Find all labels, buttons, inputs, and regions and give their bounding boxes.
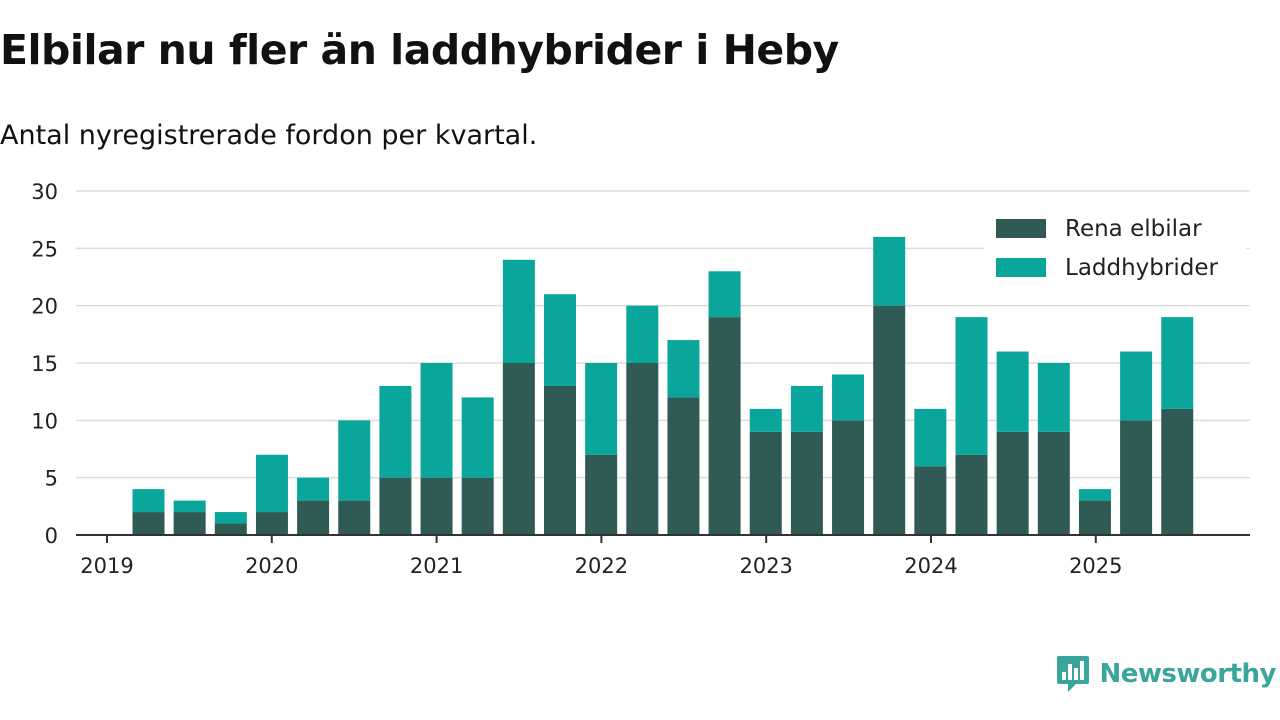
bar-rena-elbilar	[379, 477, 412, 535]
x-tick-label: 2020	[245, 554, 298, 578]
bar-rena-elbilar	[461, 477, 494, 535]
bar-rena-elbilar	[873, 305, 906, 535]
legend: Rena elbilar Laddhybrider	[984, 206, 1246, 290]
bar-rena-elbilar	[255, 512, 288, 535]
chart-title: Elbilar nu fler än laddhybrider i Heby	[0, 26, 839, 74]
bar-laddhybrider	[502, 259, 535, 363]
bar-rena-elbilar	[749, 431, 782, 535]
bar-laddhybrider	[1161, 317, 1194, 409]
bar-laddhybrider	[132, 489, 165, 513]
bar-laddhybrider	[955, 317, 988, 455]
chart-subtitle: Antal nyregistrerade fordon per kvartal.	[0, 120, 538, 151]
bar-laddhybrider	[914, 408, 947, 467]
bar-laddhybrider	[1037, 363, 1070, 432]
bar-rena-elbilar	[420, 477, 453, 535]
bar-rena-elbilar	[914, 466, 947, 535]
bar-laddhybrider	[461, 397, 494, 478]
y-tick-label: 0	[45, 524, 58, 548]
bar-rena-elbilar	[585, 454, 618, 535]
legend-label: Laddhybrider	[1065, 255, 1218, 281]
bar-rena-elbilar	[1161, 408, 1194, 535]
bar-laddhybrider	[832, 374, 865, 421]
x-tick-label: 2023	[739, 554, 792, 578]
bars	[132, 236, 1194, 535]
x-tick-label: 2022	[575, 554, 628, 578]
bar-laddhybrider	[585, 363, 618, 455]
bar-rena-elbilar	[667, 397, 700, 535]
bar-rena-elbilar	[1078, 500, 1111, 535]
bar-laddhybrider	[996, 351, 1029, 432]
legend-swatch	[996, 258, 1046, 277]
bar-rena-elbilar	[1120, 420, 1153, 535]
y-tick-label: 10	[31, 409, 58, 433]
x-tick-label: 2019	[80, 554, 133, 578]
y-tick-label: 15	[31, 352, 58, 376]
legend-swatch	[996, 219, 1046, 238]
y-tick-label: 5	[45, 467, 58, 491]
y-tick-label: 30	[31, 180, 58, 204]
bar-laddhybrider	[1120, 351, 1153, 421]
newsworthy-logo: Newsworthy	[1056, 654, 1277, 694]
y-tick-label: 20	[31, 295, 58, 319]
bar-rena-elbilar	[832, 420, 865, 535]
bar-rena-elbilar	[626, 363, 659, 535]
y-axis-ticks: 0 5 10 15 20 25 30	[31, 180, 58, 548]
x-tick-label: 2025	[1069, 554, 1122, 578]
bar-laddhybrider	[544, 294, 576, 386]
x-tick-label: 2024	[904, 554, 957, 578]
bar-laddhybrider	[255, 454, 288, 513]
bar-laddhybrider	[749, 408, 782, 432]
bar-laddhybrider	[214, 512, 247, 524]
bar-rena-elbilar	[1037, 431, 1070, 535]
bar-rena-elbilar	[996, 431, 1029, 535]
bar-rena-elbilar	[214, 523, 247, 535]
bar-rena-elbilar	[338, 500, 371, 535]
bar-laddhybrider	[667, 340, 700, 398]
y-tick-label: 25	[31, 237, 58, 261]
bar-rena-elbilar	[790, 431, 823, 535]
bar-laddhybrider	[873, 236, 906, 306]
bar-laddhybrider	[297, 477, 330, 501]
newsworthy-logo-icon	[1056, 656, 1089, 692]
legend-label: Rena elbilar	[1065, 216, 1202, 242]
bar-rena-elbilar	[955, 454, 988, 535]
x-axis-ticks: 2019 2020 2021 2022 2023 2024 2025	[76, 534, 1250, 578]
bar-rena-elbilar	[173, 512, 206, 535]
bar-rena-elbilar	[502, 363, 535, 535]
bar-laddhybrider	[708, 271, 741, 318]
bar-laddhybrider	[338, 420, 371, 501]
bar-laddhybrider	[420, 363, 453, 478]
bar-laddhybrider	[173, 500, 206, 513]
x-tick-label: 2021	[410, 554, 463, 578]
bar-laddhybrider	[790, 385, 823, 432]
bar-laddhybrider	[626, 305, 659, 363]
newsworthy-logo-text: Newsworthy	[1099, 659, 1277, 689]
bar-rena-elbilar	[132, 512, 165, 535]
bar-laddhybrider	[379, 385, 412, 478]
bar-rena-elbilar	[297, 500, 330, 535]
bar-rena-elbilar	[544, 385, 576, 535]
bar-rena-elbilar	[708, 317, 741, 535]
bar-laddhybrider	[1078, 489, 1111, 501]
